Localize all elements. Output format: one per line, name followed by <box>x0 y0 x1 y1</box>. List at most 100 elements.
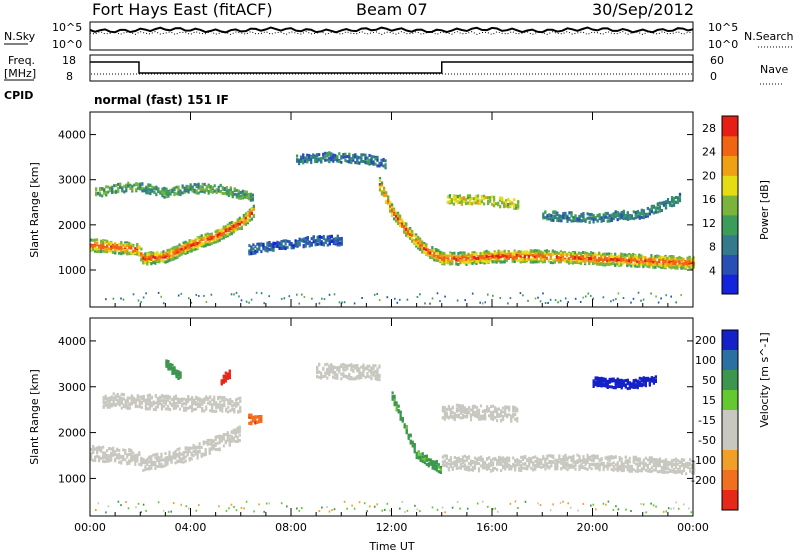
echo-cell <box>674 257 676 260</box>
echo-cell <box>473 256 475 259</box>
echo-cell <box>197 454 199 457</box>
echo-cell <box>590 257 592 260</box>
echo-cell <box>576 454 578 457</box>
echo-cell <box>149 192 151 195</box>
echo-cell <box>655 469 657 472</box>
echo-cell <box>117 400 119 403</box>
echo-cell <box>562 458 564 461</box>
echo-cell <box>113 400 115 403</box>
echo-cell <box>179 408 181 411</box>
echo-cell <box>610 262 612 265</box>
echo-cell <box>572 252 574 255</box>
echo-cell <box>502 251 504 254</box>
echo-cell <box>608 263 610 266</box>
echo-cell <box>634 259 636 262</box>
echo-cell <box>185 247 187 250</box>
echo-cell <box>141 182 143 185</box>
echo-cell <box>303 238 305 241</box>
echo-cell <box>153 403 155 406</box>
echo-cell <box>397 302 399 304</box>
echo-cell <box>229 222 231 225</box>
echo-cell <box>113 298 115 300</box>
echo-cell <box>247 212 249 215</box>
echo-cell <box>284 297 286 299</box>
echo-cell <box>364 161 366 164</box>
echo-cell <box>191 409 193 412</box>
echo-cell <box>507 203 509 206</box>
echo-cell <box>248 244 250 247</box>
echo-cell <box>342 156 344 159</box>
echo-cell <box>109 401 111 404</box>
echo-cell <box>200 185 202 188</box>
echo-cell <box>224 192 226 195</box>
echo-cell <box>570 459 572 462</box>
echo-cell <box>232 195 234 198</box>
echo-cell <box>486 255 488 258</box>
echo-cell <box>272 242 274 245</box>
echo-cell <box>111 191 113 194</box>
echo-cell <box>524 251 526 254</box>
echo-cell <box>465 198 467 201</box>
echo-cell <box>217 229 219 232</box>
echo-cell <box>244 190 246 193</box>
echo-cell <box>536 258 538 261</box>
echo-cell <box>188 186 190 189</box>
echo-cell <box>677 463 679 466</box>
echo-cell <box>659 460 661 463</box>
echo-cell <box>554 459 556 462</box>
echo-cell <box>274 242 276 245</box>
echo-cell <box>633 468 635 471</box>
echo-cell <box>429 252 431 255</box>
echo-cell <box>178 447 180 450</box>
echo-cell <box>630 254 632 257</box>
echo-cell <box>385 166 387 169</box>
echo-cell <box>167 405 169 408</box>
echo-cell <box>162 250 164 253</box>
echo-cell <box>157 189 159 192</box>
echo-cell <box>160 465 162 468</box>
echo-cell <box>183 461 185 464</box>
echo-cell <box>289 295 291 297</box>
echo-cell <box>125 402 127 405</box>
echo-cell <box>152 261 154 264</box>
echo-cell <box>134 463 136 466</box>
power-colorbar-tick: 24 <box>702 146 716 159</box>
echo-cell <box>550 454 552 457</box>
echo-cell <box>131 185 133 188</box>
echo-cell <box>494 458 496 461</box>
echo-cell <box>191 244 193 247</box>
noise-search-label: N.Search <box>744 30 794 43</box>
echo-cell <box>522 258 524 261</box>
echo-cell <box>113 392 115 395</box>
echo-cell <box>673 459 675 462</box>
echo-cell <box>614 264 616 267</box>
echo-cell <box>227 432 229 435</box>
echo-cell <box>459 201 461 204</box>
echo-cell <box>566 260 568 263</box>
echo-cell <box>199 244 201 247</box>
beam-label: Beam 07 <box>356 0 428 19</box>
echo-cell <box>478 462 480 465</box>
echo-cell <box>582 455 584 458</box>
echo-cell <box>674 266 676 269</box>
echo-cell <box>484 461 486 464</box>
echo-cell <box>145 408 147 411</box>
echo-cell <box>492 255 494 258</box>
echo-cell <box>104 457 106 460</box>
echo-cell <box>170 250 172 253</box>
echo-cell <box>108 457 110 460</box>
echo-cell <box>106 454 108 457</box>
echo-cell <box>378 162 380 165</box>
echo-cell <box>256 243 258 246</box>
echo-cell <box>671 462 673 465</box>
echo-cell <box>522 456 524 459</box>
echo-cell <box>332 157 334 160</box>
echo-cell <box>629 457 631 460</box>
echo-cell <box>201 401 203 404</box>
echo-cell <box>115 398 117 401</box>
freq-tick-bottom: 8 <box>66 70 73 83</box>
echo-cell <box>221 439 223 442</box>
echo-cell <box>449 263 451 266</box>
echo-cell <box>643 299 645 301</box>
echo-cell <box>459 260 461 263</box>
